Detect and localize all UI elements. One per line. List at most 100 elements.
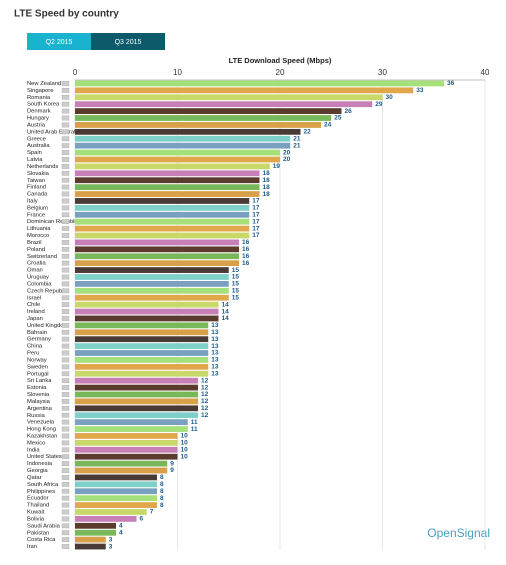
- flag: [61, 302, 70, 307]
- bar: [75, 509, 147, 515]
- value-label: 17: [252, 211, 260, 218]
- value-label: 8: [160, 481, 164, 488]
- flag: [61, 288, 70, 294]
- value-label: 10: [181, 433, 189, 440]
- bar: [75, 253, 239, 260]
- y-tick-label: Taiwan: [27, 178, 45, 184]
- y-tick-label: Chile: [27, 302, 40, 308]
- bar: [75, 204, 250, 211]
- bar: [75, 522, 116, 529]
- flag: [61, 267, 70, 273]
- y-tick-label: Philippines: [27, 489, 55, 495]
- tab[interactable]: Q2 2015: [46, 39, 73, 46]
- bar: [75, 350, 209, 356]
- tab[interactable]: Q3 2015: [115, 39, 142, 46]
- value-label: 4: [119, 523, 123, 530]
- flag: [61, 461, 70, 466]
- value-label: 15: [232, 267, 240, 274]
- value-label: 13: [211, 343, 219, 350]
- value-label: 18: [263, 170, 271, 177]
- flag: [61, 226, 70, 231]
- value-label: 13: [211, 364, 219, 371]
- bar: [75, 198, 250, 204]
- flag: [61, 502, 70, 508]
- value-label: 30: [386, 94, 394, 101]
- value-label: 12: [201, 391, 209, 398]
- x-tick-label: 30: [378, 68, 387, 77]
- tab-bg[interactable]: [91, 33, 165, 50]
- y-tick-label: Slovenia: [27, 392, 50, 398]
- flag: [61, 440, 70, 446]
- flag: [61, 219, 70, 225]
- value-label: 14: [222, 301, 230, 308]
- value-label: 9: [170, 460, 174, 467]
- bar: [75, 170, 260, 177]
- y-tick-label: Bolivia: [27, 516, 45, 522]
- flag: [61, 433, 70, 439]
- tab-bg[interactable]: [27, 33, 91, 50]
- flag: [61, 295, 70, 301]
- flag: [61, 350, 70, 356]
- flag: [61, 205, 70, 211]
- flag: [61, 233, 70, 238]
- bar: [75, 122, 321, 128]
- bar: [75, 412, 198, 419]
- y-tick-label: Bahrain: [27, 330, 47, 336]
- y-tick-label: South Korea: [27, 102, 60, 108]
- value-label: 18: [263, 184, 271, 191]
- bar: [75, 274, 229, 280]
- x-tick-label: 0: [73, 68, 78, 77]
- x-tick-label: 20: [276, 68, 285, 77]
- y-tick-label: Denmark: [27, 109, 51, 115]
- flag: [61, 157, 70, 162]
- value-label: 15: [232, 288, 240, 295]
- bar: [75, 184, 260, 191]
- flag: [61, 530, 70, 536]
- flag: [61, 412, 70, 418]
- flag: [61, 468, 70, 473]
- flag: [61, 309, 70, 314]
- y-tick-label: Greece: [27, 136, 46, 142]
- bar: [75, 467, 168, 474]
- bar: [75, 163, 270, 170]
- value-label: 20: [283, 149, 291, 156]
- flag: [61, 170, 70, 176]
- value-label: 13: [211, 370, 219, 377]
- y-tick-label: China: [27, 344, 43, 350]
- value-label: 22: [304, 129, 312, 136]
- value-label: 13: [211, 357, 219, 364]
- flag: [61, 509, 70, 515]
- flag: [61, 143, 70, 149]
- value-label: 16: [242, 253, 250, 260]
- flag: [61, 164, 70, 169]
- bar: [75, 515, 137, 522]
- bar: [75, 94, 383, 101]
- y-tick-label: Italy: [27, 198, 38, 204]
- value-label: 25: [334, 115, 342, 122]
- bar: [75, 453, 178, 460]
- bar: [75, 239, 239, 246]
- flag: [61, 274, 70, 280]
- y-tick-label: Netherlands: [27, 164, 58, 170]
- value-label: 20: [283, 156, 291, 163]
- value-label: 13: [211, 329, 219, 336]
- value-label: 21: [293, 142, 301, 149]
- y-tick-label: Oman: [27, 268, 43, 274]
- flag: [61, 184, 70, 190]
- y-tick-label: India: [27, 447, 40, 453]
- flag: [61, 336, 70, 342]
- y-tick-label: Uruguay: [27, 275, 49, 281]
- flag: [61, 399, 70, 404]
- y-tick-label: Australia: [27, 143, 50, 149]
- y-tick-label: South Africa: [27, 482, 59, 488]
- flag: [61, 323, 70, 328]
- flag: [61, 329, 70, 335]
- flag: [61, 316, 70, 321]
- y-tick-label: Spain: [27, 150, 42, 156]
- bar: [75, 115, 332, 121]
- flag: [61, 544, 70, 549]
- bar: [75, 142, 291, 149]
- value-label: 10: [181, 453, 189, 460]
- flag: [61, 488, 70, 494]
- flag: [61, 253, 70, 259]
